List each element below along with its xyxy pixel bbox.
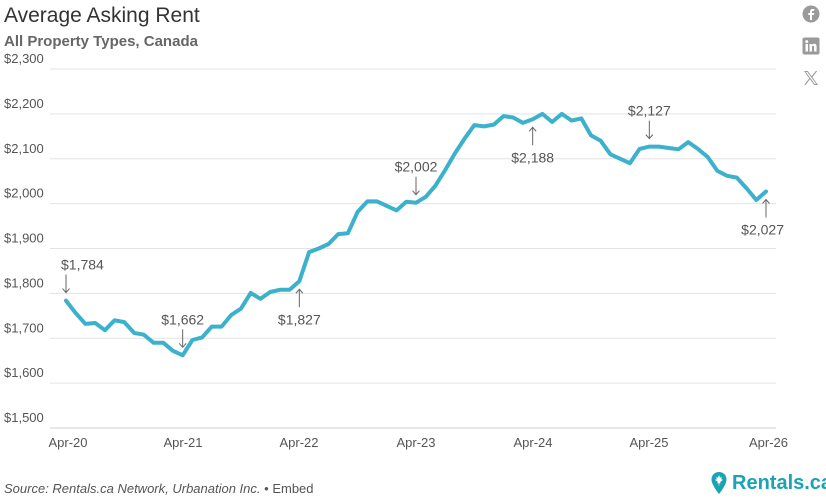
annotation-arrowhead [762, 198, 770, 204]
chart-subtitle: All Property Types, Canada [4, 33, 198, 50]
series-line-average-rent [64, 111, 768, 358]
gridlines [50, 68, 776, 429]
annotation: $1,827 [278, 288, 321, 327]
x-tick-label: Apr-24 [513, 435, 552, 450]
annotation-label: $1,784 [61, 257, 104, 273]
chart-title: Average Asking Rent [4, 4, 200, 27]
annotation-arrowhead [412, 190, 420, 196]
annotation: $2,002 [395, 159, 438, 196]
annotation-arrowhead [528, 126, 537, 132]
x-tick-label: Apr-21 [163, 435, 202, 450]
y-tick-label: $1,800 [4, 275, 44, 290]
facebook-icon[interactable] [800, 3, 822, 25]
linkedin-icon[interactable] [800, 35, 822, 57]
x-tick-label: Apr-22 [279, 435, 318, 450]
x-tick-label: Apr-26 [749, 435, 788, 450]
y-tick-label: $1,500 [4, 410, 44, 425]
annotation-label: $2,188 [511, 149, 554, 165]
source-text: Source: Rentals.ca Network, Urbanation I… [4, 481, 261, 496]
footer: Source: Rentals.ca Network, Urbanation I… [4, 481, 314, 496]
y-tick-label: $1,700 [4, 320, 44, 335]
annotation-label: $2,002 [395, 159, 438, 175]
annotation-arrowhead [178, 342, 187, 349]
annotation: $2,188 [511, 126, 554, 165]
x-tick-label: Apr-23 [396, 435, 435, 450]
footer-separator: • [264, 481, 269, 496]
annotation-label: $2,127 [628, 103, 671, 119]
x-axis-ticks: Apr-20 Apr-21 Apr-22 Apr-23 Apr-24 Apr-25 Apr-… [48, 435, 788, 450]
annotation: $2,127 [628, 103, 671, 140]
embed-link[interactable]: Embed [272, 481, 314, 496]
y-tick-label: $2,100 [4, 141, 44, 156]
x-icon[interactable] [800, 67, 822, 89]
y-tick-label: $2,300 [4, 51, 44, 66]
brand-logo[interactable]: Rentals.ca [710, 470, 826, 496]
annotations: $1,784 $1,662 $1,827 $2,002 $2,188 $2,127 $2,0… [61, 103, 784, 349]
annotation-label: $2,027 [741, 222, 784, 238]
annotation: $2,027 [741, 198, 784, 238]
annotation-label: $1,827 [278, 311, 321, 327]
annotation-arrowhead [295, 288, 304, 294]
y-tick-label: $2,000 [4, 186, 44, 201]
x-tick-label: Apr-25 [629, 435, 668, 450]
y-tick-label: $1,600 [4, 365, 44, 380]
y-tick-label: $2,200 [4, 96, 44, 111]
annotation: $1,784 [61, 257, 104, 294]
map-pin-icon [711, 472, 727, 494]
y-tick-label: $1,900 [4, 231, 44, 246]
x-tick-label: Apr-20 [48, 435, 87, 450]
annotation-label: $1,662 [161, 311, 204, 327]
brand-name: Rentals.ca [732, 471, 826, 494]
annotation-arrowhead [645, 134, 654, 140]
annotation-arrowhead [62, 288, 70, 294]
annotation: $1,662 [161, 311, 204, 349]
y-axis-ticks: $1,500 $1,600 $1,700 $1,800 $1,900 $2,000 $2,1… [4, 51, 44, 425]
